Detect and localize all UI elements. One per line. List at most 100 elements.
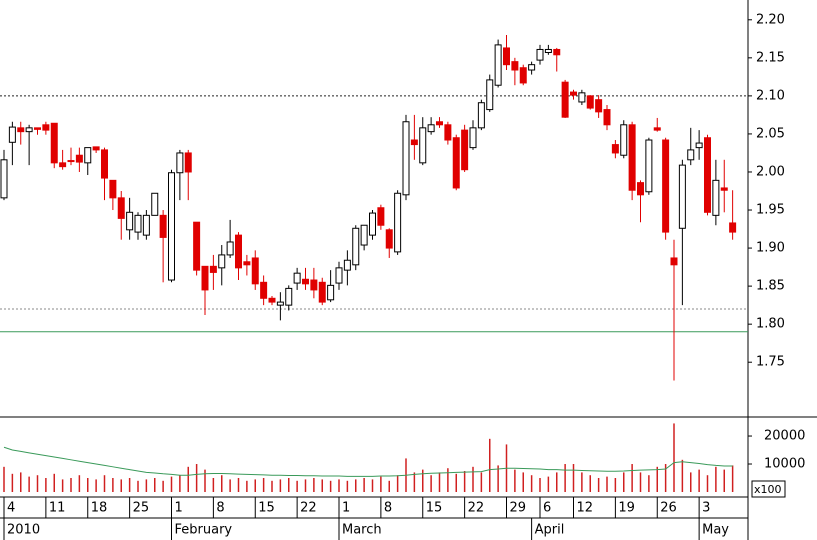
- candle-body: [226, 241, 234, 256]
- candle-body: [477, 102, 485, 129]
- month-label: April: [535, 523, 565, 538]
- month-label: February: [175, 523, 233, 538]
- candle-body: [394, 192, 402, 253]
- candle-body: [17, 127, 25, 133]
- x-tick-label: 18: [91, 501, 108, 516]
- y-tick-label: 1.80: [756, 317, 785, 332]
- candle-body: [293, 272, 301, 284]
- candle-body: [251, 257, 259, 285]
- y-tick-label: 2.05: [756, 126, 785, 141]
- candle-body: [653, 127, 661, 131]
- x-tick-label: 12: [577, 501, 594, 516]
- volume-tick-label: 20000: [764, 429, 805, 444]
- candle-body: [159, 214, 167, 238]
- x-tick-label: 8: [384, 501, 392, 516]
- candle-body: [419, 127, 427, 164]
- candle-body: [176, 152, 184, 174]
- month-label: March: [342, 523, 382, 538]
- y-tick-label: 1.75: [756, 355, 785, 370]
- y-tick-label: 1.95: [756, 203, 785, 218]
- candle-body: [570, 91, 577, 96]
- x-tick-label: 26: [660, 501, 677, 516]
- candle-body: [678, 164, 686, 229]
- candle-body: [452, 137, 460, 189]
- candle-body: [385, 229, 393, 249]
- candle-body: [536, 48, 544, 61]
- y-tick-label: 2.10: [756, 88, 785, 103]
- candle-body: [285, 287, 293, 306]
- candle-body: [50, 122, 58, 164]
- x-tick-label: 4: [7, 501, 15, 516]
- candle-body: [662, 139, 670, 233]
- candle-body: [561, 81, 569, 118]
- candle-body: [695, 142, 703, 149]
- y-tick-label: 1.85: [756, 279, 785, 294]
- candle-body: [352, 227, 360, 266]
- candle-body: [519, 67, 527, 84]
- x-tick-label: 25: [133, 501, 150, 516]
- candle-body: [687, 149, 695, 161]
- candle-body: [410, 139, 418, 146]
- candle-body: [360, 224, 368, 246]
- candle-body: [310, 279, 318, 291]
- volume-tick-label: 10000: [764, 457, 805, 472]
- candle-body: [109, 179, 117, 199]
- candle-body: [603, 109, 611, 126]
- volume-unit-label: x100: [754, 483, 782, 496]
- candle-body: [553, 48, 561, 56]
- candle-body: [595, 99, 603, 113]
- candle-body: [377, 207, 385, 226]
- candle-body: [335, 267, 343, 284]
- candle-body: [268, 297, 276, 303]
- candle-body: [59, 162, 67, 168]
- candle-body: [235, 234, 242, 269]
- x-tick-label: 15: [426, 501, 443, 516]
- candle-body: [302, 278, 309, 285]
- candle-body: [586, 95, 594, 109]
- candle-body: [201, 265, 209, 291]
- x-tick-label: 1: [342, 501, 350, 516]
- y-tick-label: 2.20: [756, 12, 785, 27]
- candle-body: [343, 259, 351, 271]
- candle-body: [503, 47, 510, 66]
- candle-body: [620, 124, 628, 156]
- month-label: May: [702, 523, 729, 538]
- candle-body: [92, 146, 100, 151]
- month-label: 2010: [7, 523, 40, 538]
- x-tick-label: 22: [300, 501, 317, 516]
- x-tick-label: 1: [175, 501, 183, 516]
- candle-body: [712, 179, 720, 216]
- candle-body: [193, 221, 201, 271]
- candle-body: [75, 154, 83, 163]
- y-tick-label: 2.15: [756, 50, 785, 65]
- x-tick-label: 15: [258, 501, 275, 516]
- unit-box: [751, 480, 786, 498]
- candle-body: [486, 79, 494, 111]
- candle-body: [327, 284, 335, 301]
- candle-body: [469, 127, 477, 149]
- candle-body: [611, 144, 619, 154]
- candle-body: [260, 281, 268, 299]
- candle-body: [729, 222, 737, 233]
- x-tick-label: 29: [510, 501, 527, 516]
- candle-body: [101, 149, 108, 179]
- candle-body: [276, 301, 284, 306]
- candle-body: [318, 281, 326, 303]
- candle-body: [151, 192, 159, 216]
- candle-body: [34, 127, 41, 130]
- candle-body: [218, 254, 226, 269]
- candle-body: [436, 121, 443, 126]
- candle-body: [8, 126, 16, 143]
- candle-body: [134, 214, 142, 233]
- x-tick-label: 19: [618, 501, 635, 516]
- candle-body: [243, 261, 251, 266]
- candle-body: [0, 159, 8, 199]
- candle-body: [142, 214, 150, 236]
- x-tick-label: 6: [543, 501, 551, 516]
- y-tick-label: 1.90: [756, 241, 785, 256]
- x-tick-label: 3: [702, 501, 710, 516]
- candle-body: [427, 124, 435, 133]
- candle-body: [84, 147, 92, 164]
